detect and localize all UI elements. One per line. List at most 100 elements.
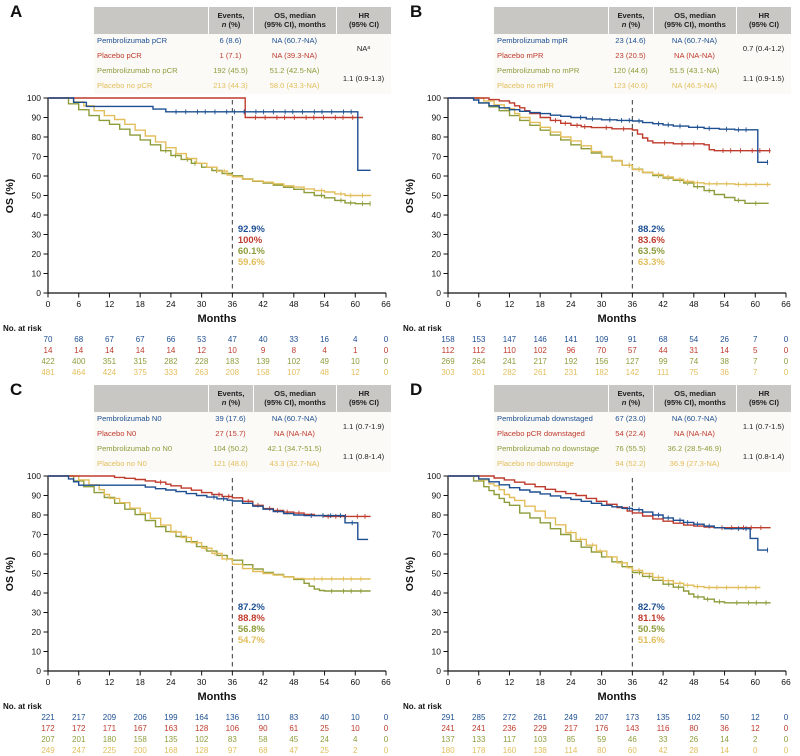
- annotation-36mo: 100%: [238, 235, 263, 246]
- y-axis-label: OS (%): [4, 179, 16, 213]
- table-header-empty: [494, 7, 608, 34]
- annotation-36mo: 92.9%: [238, 224, 265, 235]
- risk-value: 176: [595, 724, 609, 733]
- risk-value: 236: [503, 724, 517, 733]
- risk-value: 31: [689, 346, 698, 355]
- risk-value: 0: [784, 346, 789, 355]
- risk-value: 141: [564, 335, 578, 344]
- events-value: 6 (8.6): [208, 34, 253, 49]
- table-header-events: Events, n (%): [608, 7, 653, 34]
- km-curve-gold: [448, 97, 771, 186]
- risk-value: 96: [566, 346, 575, 355]
- risk-value: 207: [41, 735, 55, 744]
- y-tick-label: 30: [432, 230, 442, 240]
- annotation-36mo: 87.2%: [238, 602, 265, 613]
- axes: [447, 98, 786, 294]
- x-tick-label: 54: [320, 299, 330, 309]
- y-tick-label: 40: [432, 588, 442, 598]
- risk-value: 199: [164, 713, 178, 722]
- risk-value: 315: [134, 357, 148, 366]
- risk-value: 0: [784, 735, 789, 744]
- events-value: 213 (44.3): [208, 79, 253, 94]
- series-label: Placebo mPR: [494, 49, 608, 64]
- risk-value: 12: [351, 368, 360, 377]
- y-tick-label: 80: [32, 132, 42, 142]
- y-tick-label: 40: [32, 588, 42, 598]
- risk-value: 178: [472, 746, 486, 755]
- panel-letter: C: [10, 380, 23, 399]
- series-label: Pembrolizumab no downstage: [494, 442, 608, 457]
- risk-value: 261: [534, 713, 548, 722]
- y-tick-label: 60: [32, 549, 42, 559]
- x-tick-label: 30: [197, 677, 207, 687]
- hr-value: NAᵃ: [336, 34, 391, 64]
- risk-value: 158: [441, 335, 455, 344]
- risk-value: 0: [784, 368, 789, 377]
- y-tick-label: 30: [432, 608, 442, 618]
- risk-value: 114: [565, 746, 578, 755]
- annotation-36mo: 88.2%: [638, 224, 665, 235]
- series-label: Pembrolizumab no N0: [94, 442, 208, 457]
- table-header-line: OS, median: [674, 10, 716, 20]
- series-label: Pembrolizumab mpR: [494, 34, 608, 49]
- events-value: 94 (52.2): [608, 457, 653, 472]
- risk-value: 228: [195, 357, 209, 366]
- hr-value: 1.1 (0.7-1.9): [336, 412, 391, 442]
- table-header-line: (95% CI), months: [664, 19, 726, 29]
- table-header-os: OS, median (95% CI), months: [253, 385, 336, 412]
- km-curve-red: [48, 475, 371, 518]
- os-median-value: NA (NA-NA): [653, 49, 736, 64]
- risk-value: 424: [103, 368, 117, 377]
- table-header-os: OS, median (95% CI), months: [653, 385, 736, 412]
- os-median-value: 43.3 (32.7-NA): [253, 457, 336, 472]
- events-value: 67 (23.0): [608, 412, 653, 427]
- risk-value: 0: [784, 357, 789, 366]
- km-curve-gold: [48, 97, 372, 197]
- risk-value: 422: [41, 357, 55, 366]
- panel-letter: B: [410, 2, 423, 21]
- table-header-line: OS, median: [674, 388, 716, 398]
- risk-value: 68: [259, 746, 268, 755]
- annotation-36mo: 83.6%: [638, 235, 665, 246]
- os-median-value: 51.2 (42.5-NA): [253, 64, 336, 79]
- km-curve-red: [448, 97, 771, 152]
- risk-value: 47: [228, 335, 237, 344]
- table-header-events: Events, n (%): [608, 385, 653, 412]
- x-tick-label: 66: [381, 677, 391, 687]
- x-tick-label: 42: [258, 677, 268, 687]
- risk-value: 261: [534, 368, 548, 377]
- y-tick-label: 70: [32, 152, 42, 162]
- risk-value: 74: [689, 357, 698, 366]
- panel-letter: A: [10, 2, 23, 21]
- risk-value: 102: [534, 346, 548, 355]
- risk-value: 67: [136, 335, 145, 344]
- summary-table: Events, n (%) OS, median (95% CI), months HR…: [494, 7, 791, 94]
- risk-value: 241: [472, 724, 486, 733]
- risk-value: 60: [628, 746, 637, 755]
- risk-value: 168: [164, 746, 178, 755]
- risk-value: 0: [784, 746, 789, 755]
- y-tick-label: 100: [27, 93, 41, 103]
- series-label: Pembrolizumab no mPR: [494, 64, 608, 79]
- risk-value: 106: [226, 724, 240, 733]
- y-axis-label: OS (%): [404, 179, 416, 213]
- y-tick-label: 60: [432, 549, 442, 559]
- risk-value: 7: [753, 335, 758, 344]
- y-tick-label: 60: [32, 171, 42, 181]
- risk-value: 53: [197, 335, 206, 344]
- risk-value: 14: [44, 346, 53, 355]
- risk-value: 0: [784, 713, 789, 722]
- events-value: 76 (55.5): [608, 442, 653, 457]
- y-tick-label: 30: [32, 608, 42, 618]
- x-tick-label: 54: [720, 677, 730, 687]
- table-header-line: OS, median: [274, 388, 316, 398]
- x-tick-label: 30: [597, 677, 607, 687]
- risk-value: 110: [503, 346, 516, 355]
- risk-value: 24: [320, 735, 329, 744]
- hr-value: 1.1 (0.8-1.4): [736, 442, 791, 472]
- x-tick-label: 54: [320, 677, 330, 687]
- risk-value: 0: [753, 746, 758, 755]
- risk-value: 172: [72, 724, 86, 733]
- y-tick-label: 80: [32, 510, 42, 520]
